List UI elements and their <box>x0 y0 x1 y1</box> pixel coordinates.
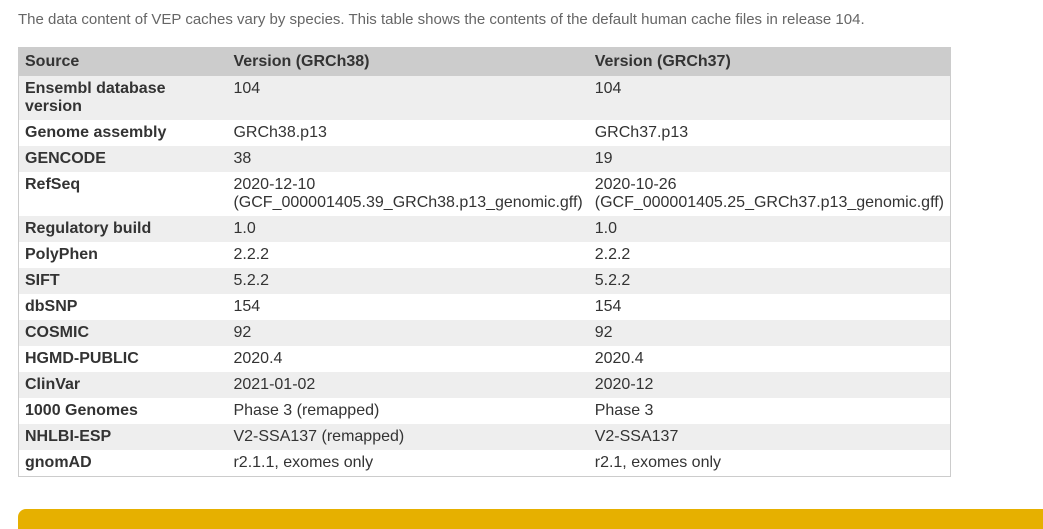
table-row: COSMIC 92 92 <box>18 320 951 346</box>
table-row: NHLBI-ESP V2-SSA137 (remapped) V2-SSA137 <box>18 424 951 450</box>
source-cell: COSMIC <box>18 320 228 346</box>
grch37-cell: GRCh37.p13 <box>588 120 951 146</box>
grch38-cell: GRCh38.p13 <box>227 120 589 146</box>
grch38-cell: 38 <box>227 146 589 172</box>
grch37-cell: 2020-10-26 (GCF_000001405.25_GRCh37.p13_… <box>588 172 951 216</box>
table-row: PolyPhen 2.2.2 2.2.2 <box>18 242 951 268</box>
grch38-cell: 5.2.2 <box>227 268 589 294</box>
source-cell: NHLBI-ESP <box>18 424 228 450</box>
table-row: RefSeq 2020-12-10 (GCF_000001405.39_GRCh3… <box>18 172 951 216</box>
grch38-cell: V2-SSA137 (remapped) <box>227 424 589 450</box>
table-row: Regulatory build 1.0 1.0 <box>18 216 951 242</box>
grch38-cell: 92 <box>227 320 589 346</box>
grch37-cell: 1.0 <box>588 216 951 242</box>
grch37-cell: 5.2.2 <box>588 268 951 294</box>
grch37-cell: 2020-12 <box>588 372 951 398</box>
source-cell: SIFT <box>18 268 228 294</box>
table-row: GENCODE 38 19 <box>18 146 951 172</box>
source-cell: Regulatory build <box>18 216 228 242</box>
source-cell: HGMD-PUBLIC <box>18 346 228 372</box>
table-row: dbSNP 154 154 <box>18 294 951 320</box>
source-cell: PolyPhen <box>18 242 228 268</box>
grch37-cell: 19 <box>588 146 951 172</box>
table-row: gnomAD r2.1.1, exomes only r2.1, exomes on… <box>18 450 951 477</box>
source-cell: dbSNP <box>18 294 228 320</box>
source-cell: 1000 Genomes <box>18 398 228 424</box>
grch37-cell: 154 <box>588 294 951 320</box>
grch37-cell: Phase 3 <box>588 398 951 424</box>
grch37-cell: 104 <box>588 76 951 120</box>
grch37-cell: r2.1, exomes only <box>588 450 951 477</box>
grch38-cell: 154 <box>227 294 589 320</box>
grch38-cell: 104 <box>227 76 589 120</box>
grch38-cell: 1.0 <box>227 216 589 242</box>
grch38-cell: r2.1.1, exomes only <box>227 450 589 477</box>
table-row: HGMD-PUBLIC 2020.4 2020.4 <box>18 346 951 372</box>
grch38-cell: 2020.4 <box>227 346 589 372</box>
grch38-cell: Phase 3 (remapped) <box>227 398 589 424</box>
grch38-cell: 2021-01-02 <box>227 372 589 398</box>
table-row: Ensembl database version 104 104 <box>18 76 951 120</box>
header-source: Source <box>18 47 228 76</box>
cache-contents-table: Source Version (GRCh38) Version (GRCh37)… <box>18 47 951 477</box>
grch37-cell: 92 <box>588 320 951 346</box>
table-row: Genome assembly GRCh38.p13 GRCh37.p13 <box>18 120 951 146</box>
source-cell: RefSeq <box>18 172 228 216</box>
source-cell: ClinVar <box>18 372 228 398</box>
section-header-bar[interactable] <box>18 509 1043 529</box>
table-row: ClinVar 2021-01-02 2020-12 <box>18 372 951 398</box>
table-row: SIFT 5.2.2 5.2.2 <box>18 268 951 294</box>
table-header-row: Source Version (GRCh38) Version (GRCh37) <box>18 47 951 76</box>
source-cell: Genome assembly <box>18 120 228 146</box>
source-cell: gnomAD <box>18 450 228 477</box>
header-grch38: Version (GRCh38) <box>227 47 589 76</box>
header-grch37: Version (GRCh37) <box>588 47 951 76</box>
table-row: 1000 Genomes Phase 3 (remapped) Phase 3 <box>18 398 951 424</box>
grch38-cell: 2020-12-10 (GCF_000001405.39_GRCh38.p13_… <box>227 172 589 216</box>
source-cell: GENCODE <box>18 146 228 172</box>
grch37-cell: 2.2.2 <box>588 242 951 268</box>
intro-text: The data content of VEP caches vary by s… <box>18 11 865 28</box>
grch37-cell: V2-SSA137 <box>588 424 951 450</box>
source-cell: Ensembl database version <box>18 76 228 120</box>
grch38-cell: 2.2.2 <box>227 242 589 268</box>
grch37-cell: 2020.4 <box>588 346 951 372</box>
